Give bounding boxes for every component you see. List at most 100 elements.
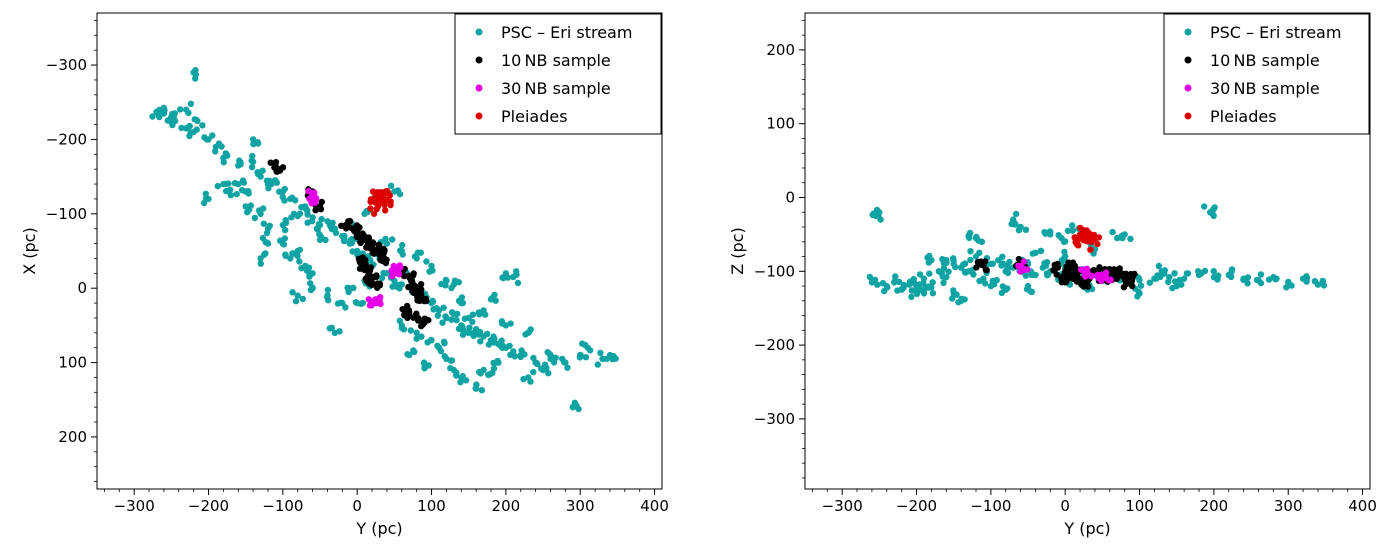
data-point (462, 377, 470, 384)
data-point (282, 217, 289, 224)
data-point (215, 140, 223, 147)
data-point (1210, 212, 1217, 219)
series-pleiades (367, 187, 394, 217)
data-point (477, 370, 484, 377)
data-point (385, 189, 392, 197)
data-point (1137, 282, 1145, 289)
data-point (582, 354, 590, 361)
x-tick-label: −100 (262, 497, 303, 515)
data-point (952, 263, 959, 271)
data-point (396, 317, 403, 324)
data-point (453, 372, 460, 379)
data-point (1210, 268, 1217, 275)
legend-entry: 30 NB sample (1210, 79, 1320, 98)
data-point (304, 211, 311, 218)
x-tick-label: −100 (970, 497, 1011, 515)
data-point (1228, 266, 1236, 273)
series-stream (866, 203, 1328, 306)
data-point (597, 349, 604, 357)
data-point (1114, 270, 1122, 277)
x-tick-label: −300 (114, 497, 155, 515)
data-point (263, 229, 271, 237)
data-point (521, 351, 528, 358)
data-point (365, 296, 372, 303)
y-tick-label: −100 (46, 205, 87, 223)
data-point (1169, 284, 1176, 292)
data-point (1029, 250, 1037, 257)
data-point (289, 289, 296, 296)
data-point (411, 348, 418, 356)
data-point (288, 194, 296, 201)
data-point (263, 239, 271, 246)
data-point (1171, 278, 1179, 285)
data-point (545, 370, 552, 377)
x-tick-label: 200 (1200, 497, 1229, 515)
data-point (296, 210, 304, 217)
data-point (231, 180, 239, 187)
data-point (973, 264, 980, 271)
data-point (324, 286, 332, 294)
data-point (178, 124, 185, 132)
data-point (281, 197, 288, 204)
data-point (375, 196, 382, 203)
data-point (254, 170, 262, 178)
data-point (352, 228, 360, 235)
data-point (1012, 210, 1020, 218)
data-point (609, 355, 616, 363)
data-point (1111, 266, 1118, 273)
data-point (199, 122, 206, 129)
data-point (469, 318, 476, 326)
data-point (1070, 275, 1077, 283)
data-point (1134, 293, 1141, 300)
data-point (226, 186, 234, 194)
data-point (414, 315, 421, 322)
data-point (366, 268, 373, 276)
data-point (417, 281, 425, 288)
data-point (961, 268, 968, 276)
data-point (916, 271, 924, 278)
data-point (220, 159, 227, 166)
data-point (302, 205, 310, 212)
data-point (375, 241, 382, 248)
data-point (1027, 288, 1034, 295)
data-point (1017, 264, 1024, 271)
axes-frame (804, 12, 1371, 490)
data-point (1109, 228, 1116, 236)
data-point (1154, 272, 1161, 279)
legend-entry: 10 NB sample (1210, 51, 1320, 70)
data-point (200, 199, 208, 207)
data-point (249, 152, 256, 160)
y-axis-label: Z (pc) (728, 227, 747, 274)
data-point (380, 192, 387, 199)
data-point (527, 378, 534, 385)
data-point (1082, 268, 1089, 275)
data-point (342, 304, 349, 311)
y-tick-label: −300 (46, 56, 87, 74)
data-point (476, 328, 484, 336)
data-point (1006, 258, 1013, 266)
data-point (389, 236, 396, 243)
data-point (362, 256, 369, 264)
data-point (407, 327, 414, 334)
data-point (435, 307, 443, 314)
data-point (1044, 271, 1052, 278)
y-axis-label: X (pc) (20, 227, 39, 274)
legend: PSC – Eri stream 10 NB sample 30 NB sample… (1163, 13, 1370, 135)
data-point (357, 300, 365, 307)
data-point (209, 132, 216, 139)
data-point (491, 359, 499, 367)
data-point (866, 273, 873, 281)
data-point (1053, 271, 1060, 278)
y-tick-label: 0 (785, 188, 795, 206)
data-point (368, 281, 376, 289)
data-point (1105, 277, 1113, 284)
data-point (454, 310, 461, 317)
data-point (1184, 270, 1192, 277)
data-point (156, 113, 163, 121)
data-point (399, 241, 406, 249)
data-point (276, 188, 283, 195)
y-tick-label: −200 (754, 336, 795, 354)
data-point (869, 211, 876, 219)
data-point (1116, 265, 1123, 272)
legend-entry: Pleiades (501, 107, 568, 126)
